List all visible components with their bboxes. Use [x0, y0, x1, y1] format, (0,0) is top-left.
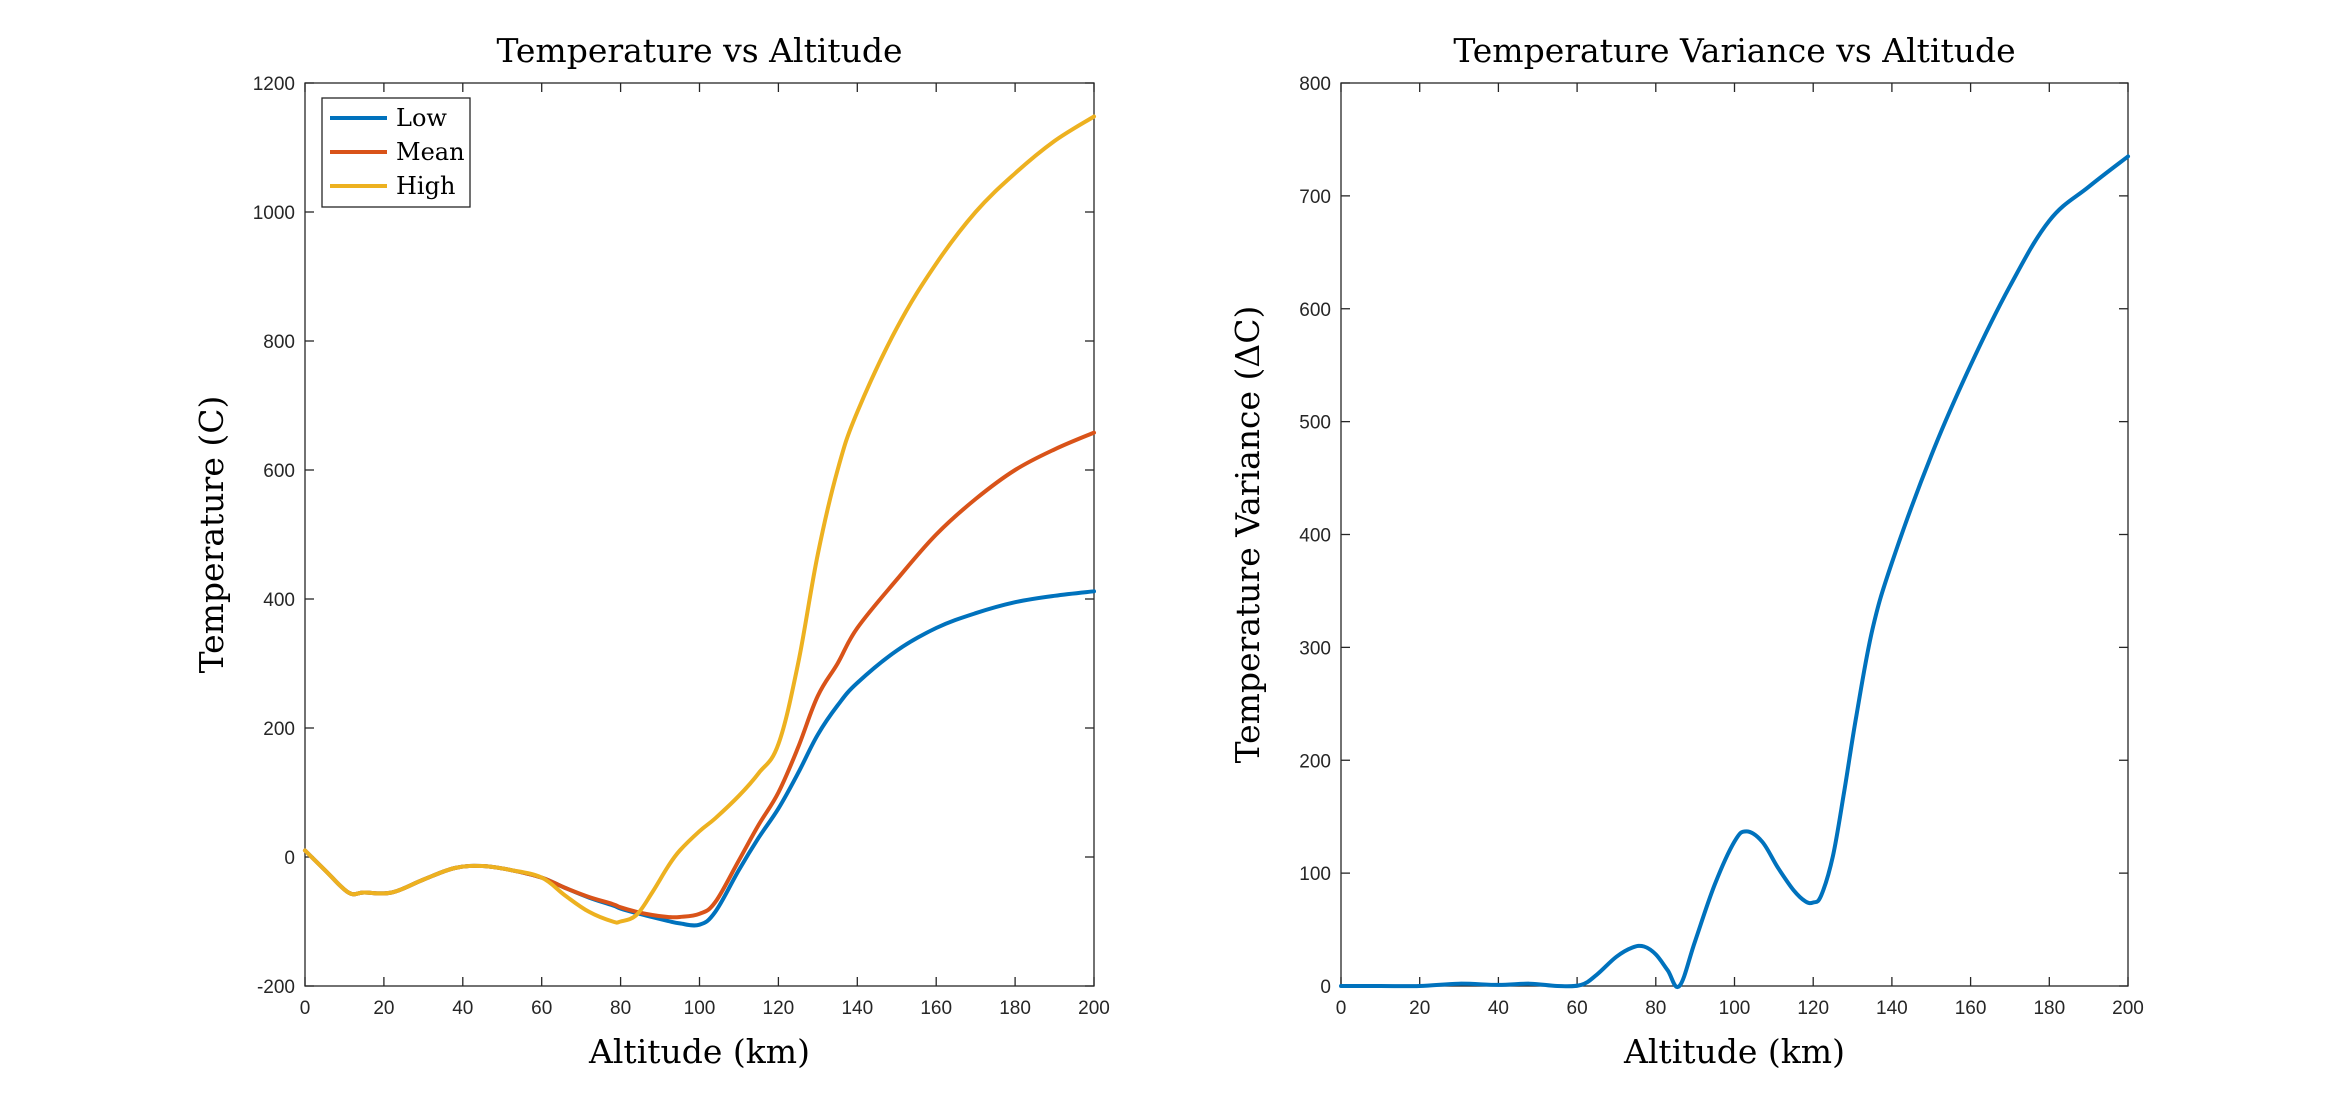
y-tick-label: 0: [284, 848, 295, 869]
x-tick-label: 20: [373, 998, 394, 1019]
variance-chart: Temperature Variance vs Altitude 0 20 40 60…: [1228, 31, 2144, 1071]
y-tick-label: 1000: [253, 203, 295, 224]
x-tick-label: 140: [1876, 998, 1908, 1019]
x-tick-label: 0: [300, 998, 311, 1019]
x-tick-label: 120: [763, 998, 795, 1019]
series-lines: [303, 114, 1096, 928]
series-lines: [1339, 154, 2130, 990]
tick-labels: 0 20 40 60 80 100 120 140 160 180 200-200020040060…: [253, 74, 1110, 1019]
legend-label-mean: Mean: [396, 138, 465, 166]
y-axis-label: Temperature (C): [192, 396, 231, 674]
legend-label-low: Low: [396, 104, 447, 132]
x-tick-label: 40: [1488, 998, 1509, 1019]
x-tick-label: 60: [1567, 998, 1588, 1019]
x-tick-label: 180: [999, 998, 1031, 1019]
axes-box: [1340, 82, 2129, 987]
y-axis-label: Temperature Variance (ΔC): [1228, 306, 1267, 764]
y-tick-label: 400: [263, 590, 295, 611]
x-tick-label: 20: [1409, 998, 1430, 1019]
y-tick-label: 700: [1299, 187, 1331, 208]
x-axis-label: Altitude (km): [1623, 1032, 1845, 1071]
x-tick-label: 0: [1336, 998, 1347, 1019]
series-line-variance: [1339, 154, 2130, 990]
x-tick-label: 80: [610, 998, 631, 1019]
axes-box: [304, 82, 1095, 987]
y-tick-label: 600: [1299, 300, 1331, 321]
temperature-chart: Temperature vs Altitude 0 20 40 60 80 100 120 1…: [192, 31, 1110, 1071]
series-line-high: [303, 114, 1096, 925]
x-tick-label: 160: [1955, 998, 1987, 1019]
x-tick-label: 60: [531, 998, 552, 1019]
y-tick-label: 1200: [253, 74, 295, 95]
y-tick-label: 200: [1299, 751, 1331, 772]
x-tick-label: 100: [1719, 998, 1751, 1019]
y-tick-label: 300: [1299, 638, 1331, 659]
x-tick-label: 80: [1645, 998, 1666, 1019]
y-tick-label: 600: [263, 461, 295, 482]
x-tick-label: 200: [1078, 998, 1110, 1019]
y-tick-label: -200: [257, 977, 295, 998]
x-tick-label: 40: [452, 998, 473, 1019]
y-tick-label: 200: [263, 719, 295, 740]
y-tick-label: 0: [1320, 977, 1331, 998]
y-tick-label: 800: [263, 332, 295, 353]
y-tick-label: 400: [1299, 526, 1331, 547]
x-tick-label: 160: [920, 998, 952, 1019]
chart-title: Temperature vs Altitude: [496, 31, 902, 70]
x-tick-label: 180: [2033, 998, 2065, 1019]
tick-labels: 0 20 40 60 80 100 120 140 160 180 200 0 100 200 300 400…: [1299, 74, 2144, 1019]
x-tick-label: 200: [2112, 998, 2144, 1019]
x-tick-label: 120: [1797, 998, 1829, 1019]
x-tick-label: 100: [684, 998, 716, 1019]
y-tick-label: 500: [1299, 413, 1331, 434]
chart-title: Temperature Variance vs Altitude: [1453, 31, 2015, 70]
y-tick-label: 800: [1299, 74, 1331, 95]
x-axis-label: Altitude (km): [588, 1032, 810, 1071]
legend: Low Mean High: [321, 97, 471, 208]
legend-label-high: High: [396, 172, 455, 200]
x-tick-label: 140: [841, 998, 873, 1019]
y-tick-label: 100: [1299, 864, 1331, 885]
